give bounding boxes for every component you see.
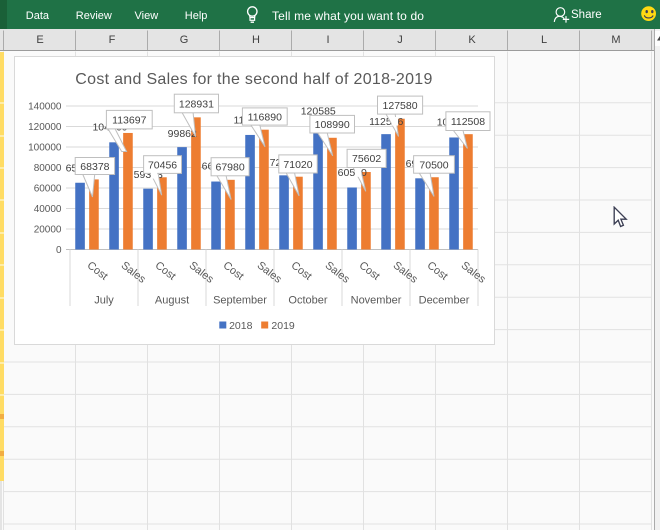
svg-text:2018: 2018 xyxy=(229,320,253,332)
svg-text:71020: 71020 xyxy=(283,159,312,171)
svg-text:108990: 108990 xyxy=(315,119,350,131)
svg-text:November: November xyxy=(351,295,402,307)
svg-text:99862: 99862 xyxy=(168,128,197,140)
svg-text:112546: 112546 xyxy=(369,116,403,128)
svg-text:December: December xyxy=(419,295,470,307)
svg-text:70500: 70500 xyxy=(419,159,448,171)
svg-text:127580: 127580 xyxy=(383,100,418,112)
svg-text:70456: 70456 xyxy=(148,159,177,171)
svg-text:116890: 116890 xyxy=(248,111,282,123)
svg-text:Cost and Sales for the second: Cost and Sales for the second half of 20… xyxy=(75,71,432,88)
svg-text:60000: 60000 xyxy=(34,184,62,195)
svg-text:40000: 40000 xyxy=(34,204,62,215)
svg-text:113697: 113697 xyxy=(112,114,146,126)
svg-text:68378: 68378 xyxy=(80,161,109,173)
svg-text:80000: 80000 xyxy=(34,163,62,174)
svg-text:October: October xyxy=(288,295,327,307)
svg-text:75602: 75602 xyxy=(352,153,381,165)
svg-text:September: September xyxy=(213,295,267,307)
svg-text:July: July xyxy=(94,295,114,307)
svg-text:100000: 100000 xyxy=(28,143,62,154)
svg-text:128931: 128931 xyxy=(179,98,214,110)
svg-text:112508: 112508 xyxy=(451,116,485,128)
svg-text:120000: 120000 xyxy=(28,122,62,133)
svg-text:0: 0 xyxy=(56,245,62,256)
svg-text:August: August xyxy=(155,295,189,307)
svg-text:20000: 20000 xyxy=(34,225,62,236)
svg-text:140000: 140000 xyxy=(28,102,62,113)
svg-text:2019: 2019 xyxy=(271,320,295,332)
svg-text:67980: 67980 xyxy=(215,162,244,174)
svg-text:120585: 120585 xyxy=(301,106,336,118)
